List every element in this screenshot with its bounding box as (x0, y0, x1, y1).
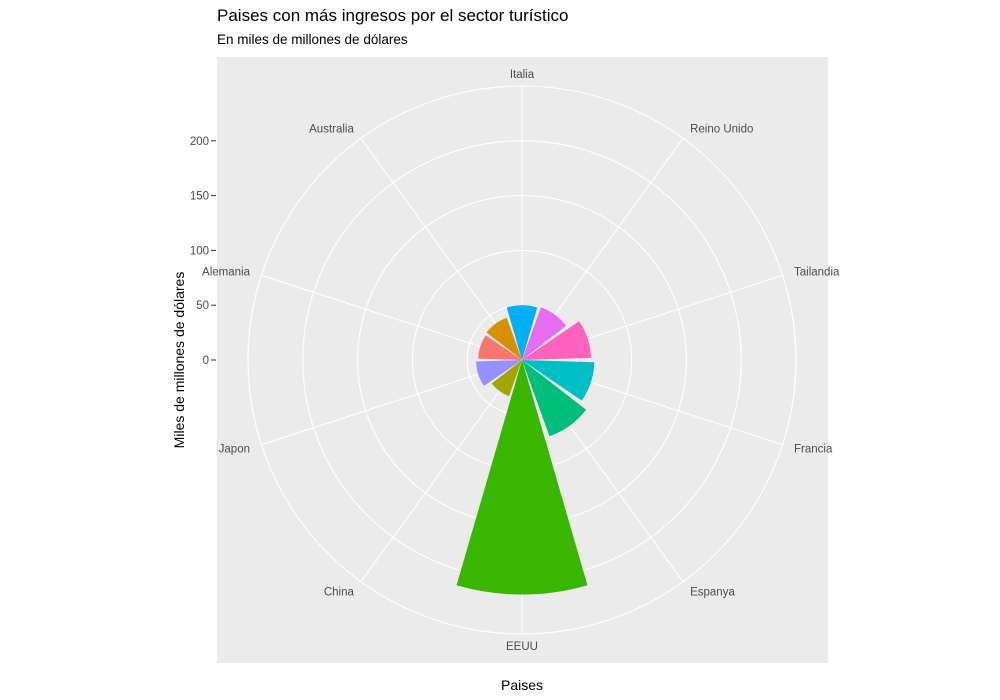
y-tick-label-200: 200 (190, 136, 209, 148)
y-tick-label-100: 100 (190, 245, 209, 257)
y-axis-title: Miles de millones de dólares (171, 272, 187, 449)
category-label-tailandia: Tailandia (794, 267, 840, 279)
bars (456, 305, 595, 595)
bar-eeuu (456, 360, 588, 595)
category-label-china: China (324, 586, 355, 598)
bar-alemania (478, 335, 522, 360)
bar-francia (522, 360, 595, 401)
y-axis: 0 50 100 150 200 (190, 136, 216, 367)
grid-spoke-0 (261, 274, 523, 361)
category-label-francia: Francia (794, 443, 833, 455)
category-labels: Alemania Australia Italia Reino Unido Tailan… (202, 69, 840, 653)
bar-australia (486, 317, 522, 360)
category-label-espanya: Espanya (690, 586, 735, 598)
bar-reino-unido (522, 307, 567, 360)
bar-japon (475, 360, 522, 386)
category-label-italia: Italia (510, 69, 535, 81)
category-label-eeuu: EEUU (506, 641, 538, 653)
category-label-reino-unido: Reino Unido (690, 124, 753, 136)
grid-spoke-8 (360, 359, 523, 582)
bar-tailandia (522, 321, 592, 360)
category-label-australia: Australia (309, 124, 354, 136)
grid-spoke-1 (360, 138, 523, 361)
category-label-japon: Japon (219, 443, 250, 455)
x-axis-title: Paises (501, 677, 543, 693)
bar-china (491, 360, 522, 397)
y-tick-label-50: 50 (196, 300, 209, 312)
bar-espanya (522, 360, 587, 437)
chart-subtitle: En miles de millones de dólares (217, 32, 408, 47)
y-tick-label-150: 150 (190, 191, 209, 203)
chart-title: Paises con más ingresos por el sector tu… (217, 6, 569, 25)
y-tick-label-0: 0 (203, 355, 209, 367)
category-label-alemania: Alemania (202, 267, 251, 279)
bar-italia (506, 305, 538, 360)
